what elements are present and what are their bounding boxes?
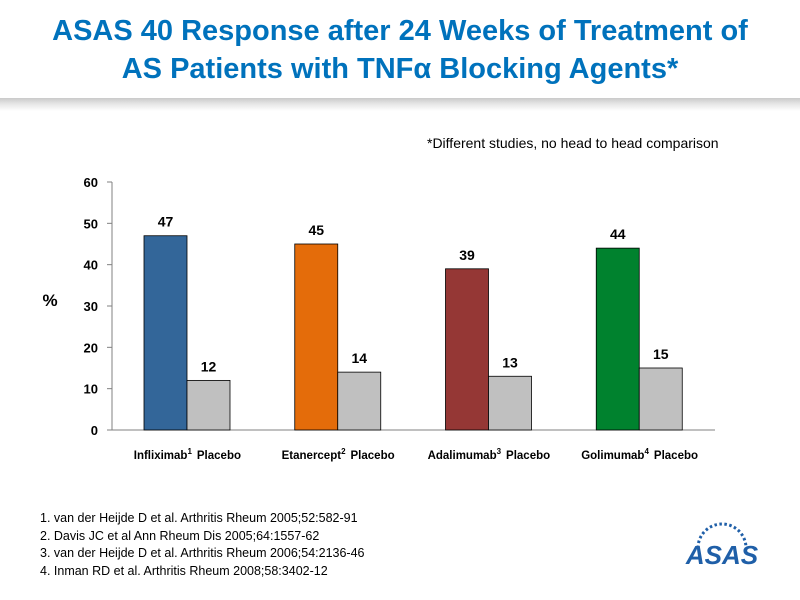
y-tick-label: 20: [84, 340, 98, 355]
treatment-superscript: 2: [341, 447, 346, 456]
reference-item: 4. Inman RD et al. Arthritis Rheum 2008;…: [40, 563, 328, 578]
reference-item: 3. van der Heijde D et al. Arthritis Rhe…: [40, 546, 365, 560]
data-label-placebo: 15: [653, 346, 669, 362]
x-tick-label-golimumab: Golimumab4 Placebo: [581, 447, 698, 462]
logo-ring-icon: [696, 522, 748, 549]
treatment-superscript: 4: [644, 447, 649, 456]
data-label-placebo: 13: [502, 354, 518, 370]
data-label-etanercept: 45: [308, 222, 324, 238]
treatment-superscript: 3: [497, 447, 502, 456]
title-divider: [0, 98, 800, 111]
reference-item: 2. Davis JC et al Ann Rheum Dis 2005;64:…: [40, 528, 320, 543]
chart-footnote: *Different studies, no head to head comp…: [427, 135, 719, 151]
treatment-name: Golimumab: [581, 450, 644, 462]
y-axis-title: %: [42, 291, 57, 310]
y-tick-label: 0: [91, 423, 98, 438]
slide-title: ASAS 40 Response after 24 Weeks of Treat…: [0, 12, 800, 88]
data-label-infliximab: 47: [158, 214, 174, 230]
bar-etanercept: [294, 243, 339, 431]
x-tick-label-adalimumab: Adalimumab3 Placebo: [428, 447, 551, 462]
bar-placebo: [488, 375, 532, 431]
bar-placebo: [638, 367, 683, 431]
references-list: 1. van der Heijde D et al. Arthritis Rhe…: [40, 510, 365, 580]
slide-title-line-1: ASAS 40 Response after 24 Weeks of Treat…: [52, 15, 748, 47]
data-label-adalimumab: 39: [459, 247, 475, 263]
data-label-placebo: 12: [201, 358, 217, 374]
y-tick-label: 30: [84, 299, 98, 314]
x-tick-label-infliximab: Infliximab1 Placebo: [134, 447, 241, 462]
placebo-name: Placebo: [654, 450, 698, 462]
asas-logo: ASAS: [685, 522, 759, 570]
placebo-name: Placebo: [506, 450, 550, 462]
treatment-name: Adalimumab: [428, 450, 497, 462]
y-tick-label: 10: [84, 382, 98, 397]
bar-placebo: [186, 379, 231, 431]
bar-placebo: [337, 371, 382, 431]
y-tick-label: 60: [84, 175, 98, 190]
placebo-name: Placebo: [351, 450, 395, 462]
bar-infliximab: [143, 235, 188, 431]
bar-adalimumab: [445, 268, 489, 431]
bar-golimumab: [595, 247, 640, 431]
y-tick-label: 50: [84, 216, 98, 231]
treatment-name: Infliximab: [134, 450, 188, 462]
logo-text: ASAS: [685, 540, 759, 570]
placebo-name: Placebo: [197, 450, 241, 462]
data-label-golimumab: 44: [610, 226, 626, 242]
data-label-placebo: 14: [351, 350, 367, 366]
x-axis-labels: Infliximab1 Placebo Etanercept2 Placebo Adal…: [134, 447, 698, 462]
x-tick-label-etanercept: Etanercept2 Placebo: [282, 447, 395, 462]
y-tick-label: 40: [84, 258, 98, 273]
slide-title-line-2: AS Patients with TNFα Blocking Agents*: [121, 53, 679, 85]
bars: 47 12 45 14 39 13 44 15: [143, 214, 683, 431]
treatment-superscript: 1: [187, 447, 192, 456]
reference-item: 1. van der Heijde D et al. Arthritis Rhe…: [40, 511, 358, 525]
treatment-name: Etanercept: [282, 450, 342, 462]
